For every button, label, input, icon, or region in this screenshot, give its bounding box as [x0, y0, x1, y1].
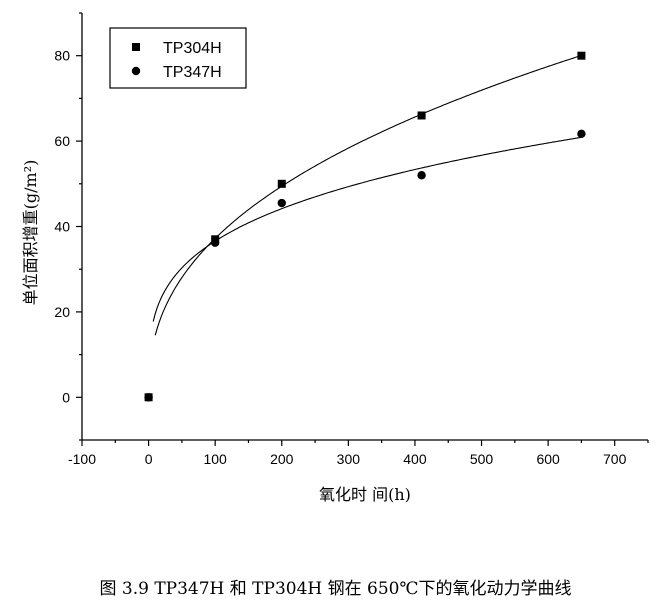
legend-marker-tp304h	[132, 43, 140, 51]
figure-caption: 图 3.9 TP347H 和 TP304H 钢在 650℃下的氧化动力学曲线	[99, 579, 572, 599]
x-tick-label: 400	[403, 451, 427, 467]
y-tick-label: 0	[62, 389, 70, 405]
y-tick-label: 40	[54, 219, 70, 235]
fit-curve-tp304h	[154, 54, 583, 336]
x-tick-label: 100	[203, 451, 227, 467]
x-tick-label: 0	[145, 451, 153, 467]
legend-label-tp347h: TP347H	[163, 64, 222, 81]
fit-curve-tp347h	[152, 136, 583, 322]
y-axis-title: 单位面积增重(g/m²)	[21, 160, 40, 306]
legend-marker-tp347h	[131, 66, 141, 76]
data-point-tp347h	[277, 198, 286, 208]
data-point-tp304h	[277, 179, 286, 188]
data-point-tp347h	[210, 238, 220, 247]
y-tick-label: 60	[54, 133, 70, 149]
data-point-tp304h	[417, 111, 426, 120]
data-point-tp304h	[577, 51, 586, 60]
data-point-tp347h	[144, 393, 153, 402]
x-tick-label: 300	[337, 451, 361, 467]
x-tick-label: 500	[470, 451, 494, 467]
x-tick-label: 600	[536, 451, 560, 467]
legend: TP304H TP347H	[109, 27, 247, 89]
data-point-tp347h	[577, 129, 586, 139]
axes: -100 0 100 200 300 400 500 600 700 0 20 40 60 80	[54, 12, 649, 467]
data-points	[144, 51, 586, 402]
legend-label-tp304h: TP304H	[163, 40, 222, 57]
x-tick-label: 200	[270, 451, 294, 467]
legend-box	[109, 27, 247, 89]
fit-curves	[152, 54, 583, 336]
data-point-tp347h	[417, 171, 426, 180]
x-axis-title: 氧化时 间(h)	[319, 485, 411, 504]
x-tick-label: 700	[603, 451, 627, 467]
y-tick-label: 20	[54, 304, 70, 320]
y-tick-label: 80	[54, 48, 70, 64]
x-tick-label: -100	[68, 451, 96, 467]
